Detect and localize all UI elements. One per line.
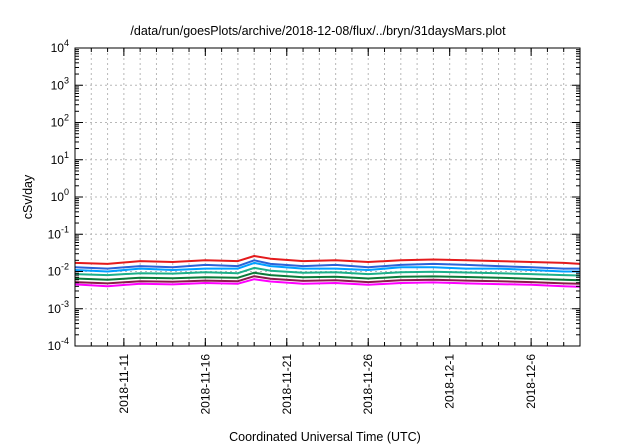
y-tick-base: 10	[48, 227, 62, 241]
x-tick-label: 2018-11-21	[280, 354, 294, 415]
y-tick-exponent: -1	[61, 224, 69, 234]
series-group	[74, 255, 581, 288]
y-tick-label: 10-4	[48, 336, 69, 353]
y-tick-exponent: 0	[64, 187, 69, 197]
grid	[75, 48, 580, 346]
series-line-5	[74, 271, 581, 282]
y-tick-exponent: 1	[64, 150, 69, 160]
x-tick-label: 2018-12-1	[443, 354, 457, 409]
y-tick-base: 10	[48, 265, 62, 279]
chart-title: /data/run/goesPlots/archive/2018-12-08/f…	[130, 24, 506, 38]
y-tick-exponent: 4	[64, 38, 69, 48]
y-tick-base: 10	[48, 302, 62, 316]
series-line-6	[74, 275, 581, 285]
y-tick-base: 10	[51, 41, 65, 55]
y-tick-base: 10	[51, 78, 65, 92]
ticks	[75, 47, 580, 347]
y-tick-exponent: -3	[61, 299, 69, 309]
series-line-4	[74, 266, 581, 277]
y-tick-label: 101	[51, 150, 69, 167]
y-tick-exponent: -2	[61, 262, 69, 272]
y-tick-base: 10	[51, 190, 65, 204]
y-axis-label: cSv/day	[21, 174, 35, 219]
series-line-3	[74, 261, 580, 273]
y-tick-label: 10-2	[48, 262, 69, 279]
y-tick-base: 10	[51, 153, 65, 167]
y-tick-exponent: 2	[64, 113, 69, 123]
y-tick-label: 103	[51, 75, 69, 92]
x-tick-label: 2018-11-26	[361, 354, 375, 415]
series-line-1	[74, 255, 581, 265]
x-tick-label: 2018-11-11	[117, 354, 131, 414]
y-tick-label: 10-3	[48, 299, 69, 316]
y-tick-label: 102	[51, 113, 69, 130]
y-tick-label: 104	[51, 38, 69, 55]
series-line-2	[74, 259, 580, 270]
y-tick-exponent: -4	[61, 336, 69, 346]
x-axis-label: Coordinated Universal Time (UTC)	[229, 430, 421, 444]
x-tick-label: 2018-12-6	[524, 354, 538, 409]
x-tick-label: 2018-11-16	[198, 354, 212, 415]
y-tick-base: 10	[48, 339, 62, 353]
x-tick-labels: 2018-11-11 2018-11-16 2018-11-21 2018-11-26…	[117, 354, 538, 415]
y-tick-base: 10	[51, 116, 65, 130]
series-line-7	[74, 278, 581, 288]
y-tick-label: 100	[51, 187, 69, 204]
y-tick-exponent: 3	[64, 75, 69, 85]
y-tick-label: 10-1	[48, 224, 69, 241]
